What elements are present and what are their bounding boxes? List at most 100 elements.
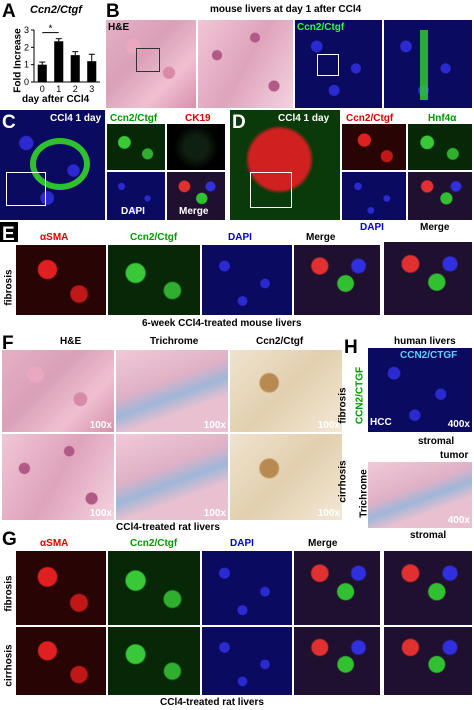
- d-merge-image: [408, 172, 472, 220]
- bar-1: [54, 41, 64, 82]
- zoom-box: [136, 48, 160, 72]
- c-ctgf-image: [107, 124, 165, 170]
- mag-label: 100x: [89, 420, 112, 431]
- he-col-label: H&E: [60, 336, 82, 347]
- f-trichrome-cirrhosis-image: 100x: [116, 434, 228, 520]
- ctgf-low-mag-image: Ccn2/Ctgf: [295, 20, 382, 108]
- x-tick-label: 1: [56, 84, 61, 94]
- ccl4-label: CCl4 1 day: [50, 113, 102, 124]
- merge-col-label: Merge: [306, 232, 336, 243]
- fibrosis-row-label: fibrosis: [3, 575, 15, 612]
- ctgf-col-label: Ccn2/Ctgf: [110, 113, 158, 124]
- c-merge-image: Merge: [167, 172, 225, 220]
- sma-col-label: αSMA: [40, 232, 69, 243]
- f-trichrome-fibrosis-image: 100x: [116, 350, 228, 432]
- ccl4-label: CCl4 1 day: [278, 113, 330, 124]
- x-tick-label: 0: [40, 84, 45, 94]
- zoom-box: [6, 172, 46, 206]
- f-caption: CCl4-treated rat livers: [116, 522, 220, 533]
- x-tick-label: 3: [89, 84, 94, 94]
- merge-label: Merge: [179, 206, 209, 217]
- h-ctgf-label: CCN2/CTGF: [400, 350, 458, 361]
- e-ctgf-image: [108, 245, 200, 315]
- dapi-label: DAPI: [360, 222, 384, 233]
- panel-label-b: B: [106, 1, 120, 22]
- y-tick-label: 2: [24, 42, 29, 52]
- y-tick-label: 3: [24, 25, 29, 35]
- f-he-fibrosis-image: 100x: [2, 350, 114, 432]
- e-merge-image: [294, 245, 380, 315]
- mag-label: 100x: [317, 508, 340, 519]
- he-high-mag-image: [198, 20, 293, 108]
- mag-label: 100x: [203, 508, 226, 519]
- y-tick-label: 1: [24, 60, 29, 70]
- g-merge-fibrosis-image: [294, 551, 380, 625]
- panel-label-c: C: [2, 112, 16, 133]
- bar-chart: 0 1 2 3 0 1 2 3 *: [24, 24, 100, 94]
- mag-label: 100x: [317, 420, 340, 431]
- chart-x-axis-label: day after CCl4: [22, 94, 90, 105]
- e-dapi-image: [202, 245, 292, 315]
- panel-label-h: H: [344, 337, 358, 358]
- dapi-col-label: DAPI: [228, 232, 252, 243]
- g-ctgf-fibrosis-image: [108, 551, 200, 625]
- h-row-cirrhosis: cirrhosis: [337, 460, 349, 503]
- h-title: human livers: [394, 336, 456, 347]
- dapi-col-label: DAPI: [230, 538, 254, 549]
- he-low-mag-image: H&E: [106, 20, 196, 108]
- zoom-box: [250, 172, 292, 208]
- h-tumor-label: tumor: [440, 450, 469, 461]
- x-tick-label: 2: [73, 84, 78, 94]
- panel-label-g: G: [2, 529, 17, 550]
- merge-col-label: Merge: [308, 538, 338, 549]
- bar-0: [37, 64, 47, 82]
- ctgf-label: Ccn2/Ctgf: [297, 22, 345, 33]
- ctgf-signal: [420, 30, 428, 100]
- f-ctgf-cirrhosis-image: 100x: [230, 434, 342, 520]
- d-dapi-image: [342, 172, 406, 220]
- label-bg: [0, 222, 18, 242]
- bar-2: [70, 55, 80, 82]
- chart-title: Ccn2/Ctgf: [30, 4, 82, 16]
- ctgf-high-mag-image: [384, 20, 472, 108]
- c-ck19-image: [167, 124, 225, 170]
- mag-label: 400x: [447, 515, 470, 526]
- mag-label: 100x: [89, 508, 112, 519]
- ctgf-col-label: Ccn2/Ctgf: [130, 538, 178, 549]
- g-caption: CCl4-treated rat livers: [160, 697, 264, 708]
- ck19-col-label: CK19: [185, 113, 211, 124]
- ccl4-1day-image-d: CCl4 1 day: [230, 110, 340, 220]
- green-ring: [30, 138, 90, 190]
- h-trichrome-cirrhosis-image: 400x: [368, 462, 472, 528]
- he-label: H&E: [108, 22, 130, 33]
- ctgf-col-label: Ccn2/Ctgf: [256, 336, 304, 347]
- hnf4a-col-label: Hnf4α: [428, 113, 457, 124]
- g-dapi-fibrosis-image: [202, 551, 292, 625]
- merge-label: Merge: [420, 222, 450, 233]
- g-sma-cirrhosis-image: [16, 627, 106, 695]
- g-merge-cirrhosis-image: [294, 627, 380, 695]
- g-ctgf-cirrhosis-image: [108, 627, 200, 695]
- y-tick-label: 0: [24, 77, 29, 87]
- g-merge-fibrosis-inset: [384, 551, 472, 625]
- trichrome-col-label: Trichrome: [150, 336, 199, 347]
- c-dapi-image: DAPI: [107, 172, 165, 220]
- panel-label-a: A: [2, 1, 16, 22]
- h-stromal-label-1: stromal: [418, 436, 455, 447]
- zoom-box: [317, 54, 339, 76]
- e-caption: 6-week CCl4-treated mouse livers: [142, 318, 302, 329]
- h-stromal-label-2: stromal: [410, 530, 447, 541]
- sig-star: *: [49, 24, 53, 35]
- bar-3: [87, 61, 97, 82]
- g-sma-fibrosis-image: [16, 551, 106, 625]
- d-ctgf-image: [342, 124, 406, 170]
- panel-label-e: E: [2, 224, 15, 245]
- mag-label: 400x: [447, 419, 470, 430]
- panel-label-f: F: [2, 333, 14, 354]
- ccl4-1day-image-c: CCl4 1 day: [0, 110, 105, 220]
- cirrhosis-row-label: cirrhosis: [3, 644, 15, 687]
- sma-col-label: αSMA: [40, 538, 69, 549]
- panel-b-title: mouse livers at day 1 after CCl4: [210, 4, 362, 15]
- g-dapi-cirrhosis-image: [202, 627, 292, 695]
- e-merge-inset: [384, 242, 472, 315]
